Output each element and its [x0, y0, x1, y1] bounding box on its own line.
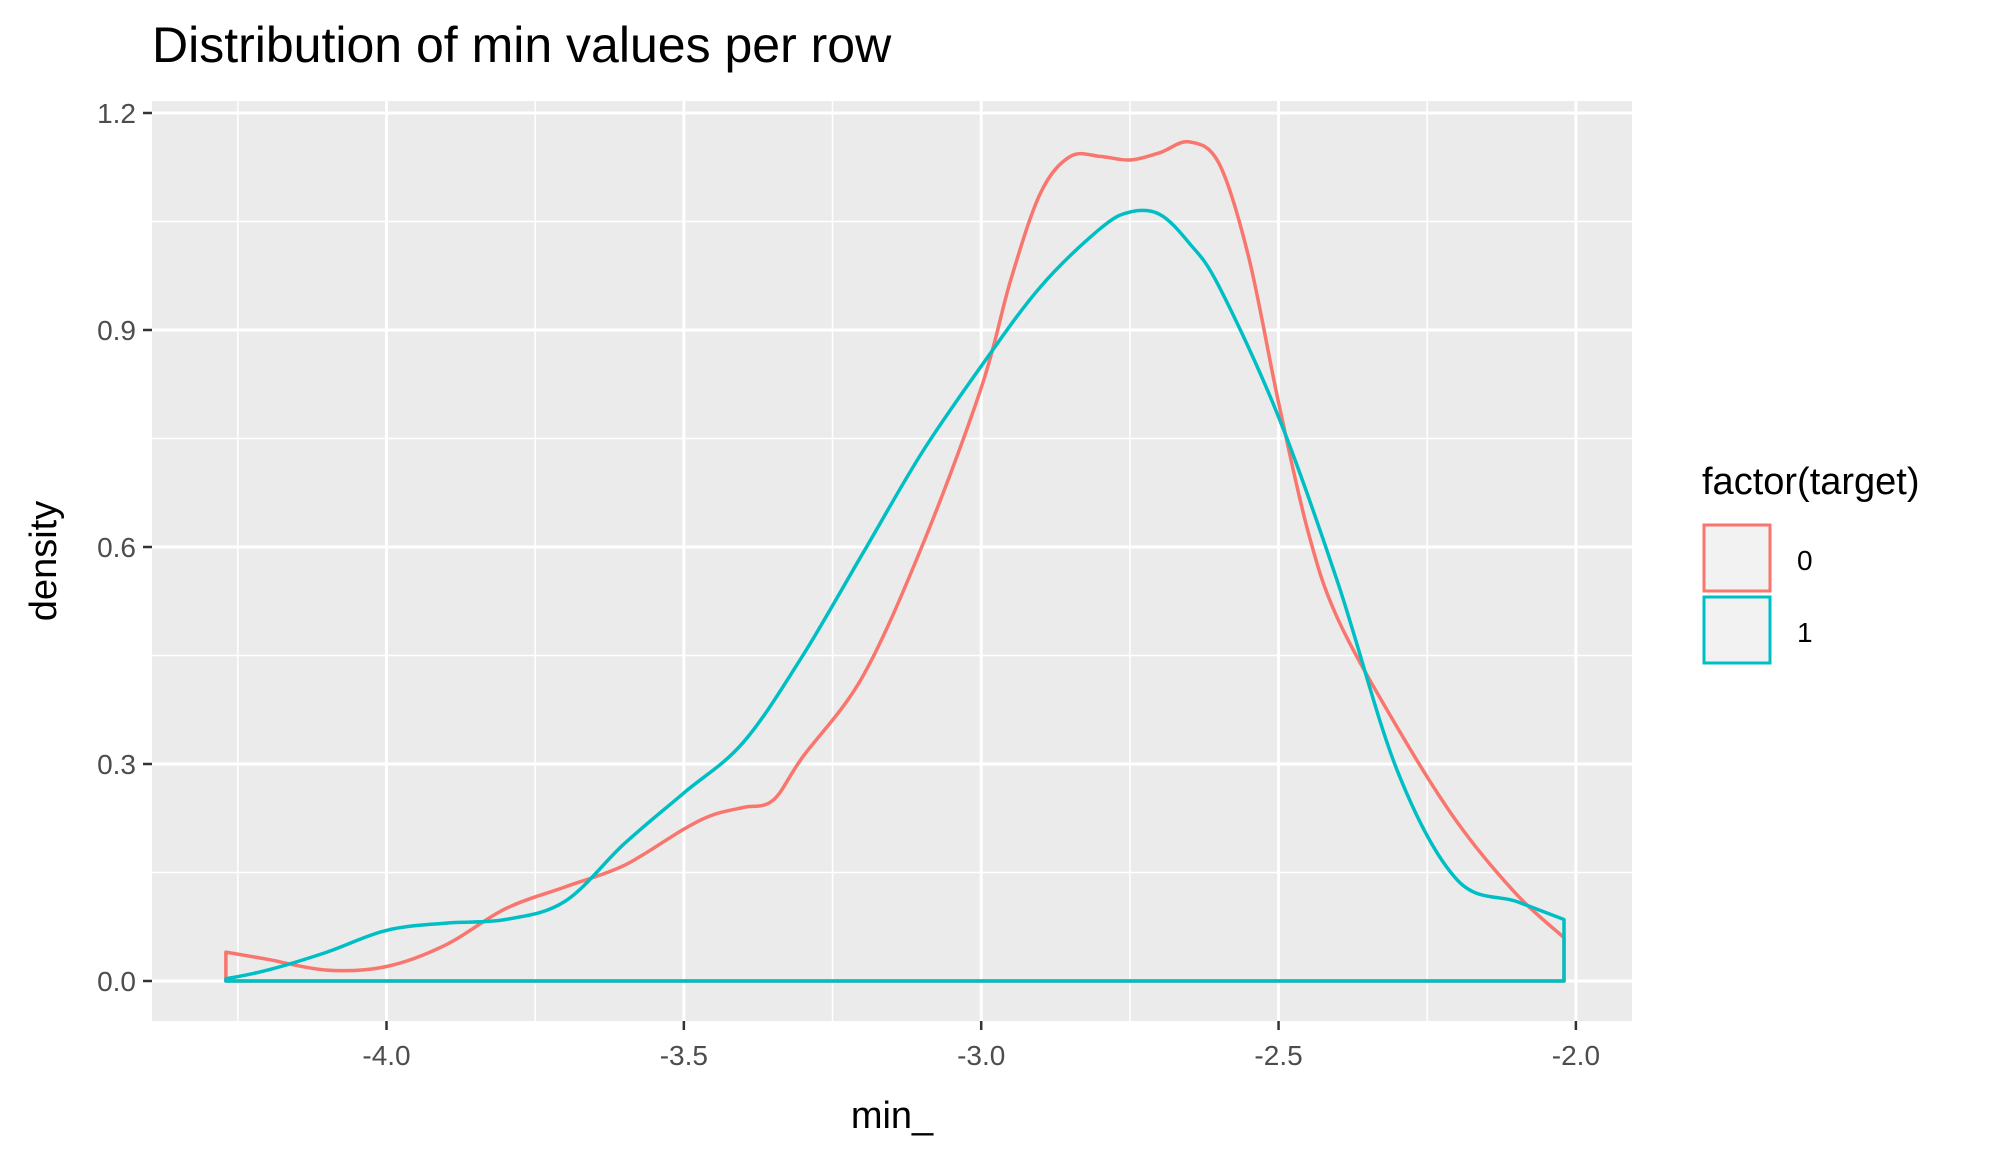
y-tick-label: 0.6 — [97, 532, 136, 563]
y-tick-label: 0.0 — [97, 966, 136, 997]
x-tick-label: -2.0 — [1552, 1040, 1600, 1071]
y-axis: 0.0 0.3 0.6 0.9 1.2 — [97, 98, 152, 997]
density-series — [224, 139, 1566, 983]
legend-key-0 — [1702, 523, 1772, 593]
minor-gridlines — [152, 101, 1632, 1021]
x-tick-label: -3.0 — [957, 1040, 1005, 1071]
chart-title: Distribution of min values per row — [152, 17, 892, 73]
major-gridlines — [152, 101, 1632, 1021]
x-tick-label: -2.5 — [1254, 1040, 1302, 1071]
x-axis: -4.0 -3.5 -3.0 -2.5 -2.0 — [362, 1021, 1600, 1071]
y-tick-label: 0.9 — [97, 315, 136, 346]
y-axis-title: density — [23, 501, 65, 621]
x-tick-label: -4.0 — [362, 1040, 410, 1071]
legend-title: factor(target) — [1702, 461, 1920, 503]
legend-key-1 — [1702, 595, 1772, 665]
x-axis-title: min_ — [851, 1095, 934, 1137]
legend-label-0: 0 — [1797, 545, 1813, 576]
y-tick-label: 1.2 — [97, 98, 136, 129]
legend-label-1: 1 — [1797, 617, 1813, 648]
y-tick-label: 0.3 — [97, 749, 136, 780]
plot-panel — [152, 101, 1632, 1021]
x-tick-label: -3.5 — [660, 1040, 708, 1071]
legend: factor(target) 0 1 — [1702, 461, 1920, 665]
density-curve-series-1 — [224, 208, 1566, 983]
density-curve-series-0 — [224, 139, 1566, 983]
